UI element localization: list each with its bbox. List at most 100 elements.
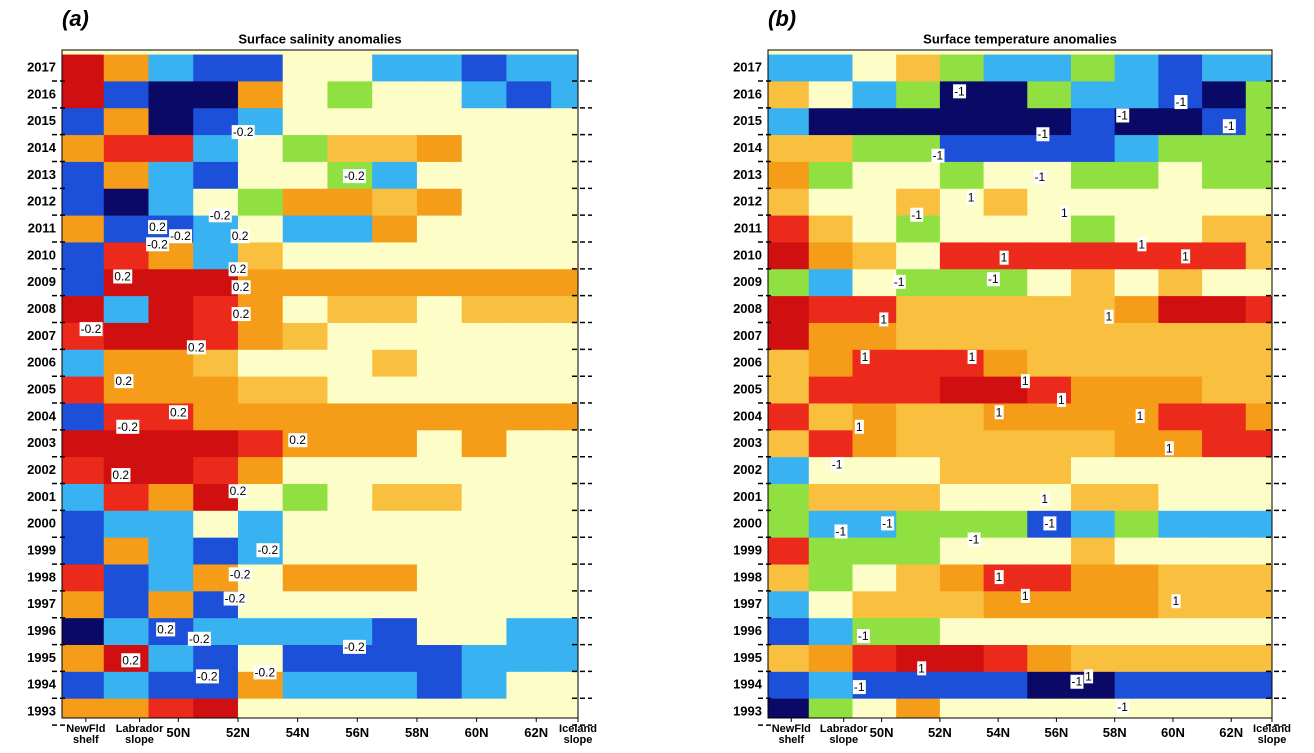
heat-cell xyxy=(1158,161,1203,190)
heat-cell xyxy=(237,403,284,431)
heat-cell xyxy=(327,698,373,718)
heat-cell xyxy=(983,430,1028,458)
heat-cell xyxy=(372,457,418,485)
contour-label-bg xyxy=(187,631,211,646)
y-tick-label: 2009 xyxy=(733,274,762,289)
contour-label-bg xyxy=(116,419,140,434)
heat-cell xyxy=(62,618,105,646)
heat-cell xyxy=(103,510,149,539)
heat-cell xyxy=(551,671,578,700)
contour-label: -0.2 xyxy=(233,125,254,139)
heat-cell xyxy=(103,671,149,700)
y-tick-label: 2017 xyxy=(27,59,56,74)
heat-cell xyxy=(416,108,463,136)
heat-cell xyxy=(193,376,239,404)
contour-label-bg xyxy=(1137,237,1147,252)
y-tick-label: 2003 xyxy=(27,435,56,450)
heat-cell xyxy=(1245,269,1272,297)
heat-cell xyxy=(939,457,985,485)
heat-cell xyxy=(808,54,853,82)
heat-cell xyxy=(1027,54,1072,82)
y-tick-label: 1999 xyxy=(733,543,762,558)
heat-cell xyxy=(416,564,463,592)
contour-label: -1 xyxy=(854,680,865,694)
heat-cell xyxy=(237,81,284,109)
heat-cell xyxy=(1245,322,1272,351)
heat-cell xyxy=(282,188,328,217)
heat-cell xyxy=(461,81,507,109)
heat-cell xyxy=(506,376,552,404)
heat-cell xyxy=(808,215,853,243)
heat-cell xyxy=(1114,645,1159,673)
y-tick-label: 2015 xyxy=(733,113,762,128)
heat-cell xyxy=(808,430,853,458)
heat-cell xyxy=(1114,510,1159,539)
heat-cell xyxy=(416,215,463,243)
contour-label: -1 xyxy=(858,629,869,643)
heat-cell xyxy=(1114,618,1159,646)
y-tick-label: 2011 xyxy=(28,220,56,235)
heat-cell xyxy=(1114,135,1159,163)
contour-label-bg xyxy=(111,468,131,483)
heat-cell xyxy=(1114,296,1159,324)
heat-cell xyxy=(327,296,373,324)
contour-label: 1 xyxy=(862,350,869,364)
heat-cell xyxy=(416,188,463,217)
contour-label: -1 xyxy=(1034,170,1045,184)
heat-cell xyxy=(103,296,149,324)
heat-cell xyxy=(551,161,578,190)
heat-cell xyxy=(808,698,853,718)
heat-cell xyxy=(103,591,149,619)
heat-cell xyxy=(1070,269,1116,297)
heat-cell xyxy=(551,430,578,458)
contour-label-bg xyxy=(228,262,248,277)
heat-cell xyxy=(551,215,578,243)
heat-cell xyxy=(983,188,1028,217)
heat-cell xyxy=(1202,349,1247,378)
heat-cell xyxy=(1245,242,1272,270)
heat-cell xyxy=(62,591,105,619)
heat-cell xyxy=(551,108,578,136)
contour-label-bg xyxy=(195,669,219,684)
heat-cell xyxy=(62,349,105,378)
heat-cell xyxy=(193,108,239,136)
y-tick-label: 2000 xyxy=(27,516,56,531)
heat-cell xyxy=(416,430,463,458)
y-tick-label: 1995 xyxy=(27,650,56,665)
heat-cell xyxy=(148,161,194,190)
heat-cell xyxy=(148,135,194,163)
heat-cell xyxy=(1158,242,1203,270)
x-tick-label: 52N xyxy=(226,725,250,740)
contour-label-bg xyxy=(994,405,1004,420)
heat-cell xyxy=(551,645,578,673)
heat-cell xyxy=(896,457,941,485)
heat-cell xyxy=(852,161,897,190)
heat-cell xyxy=(1070,645,1116,673)
heat-cell xyxy=(372,296,418,324)
heat-cell xyxy=(1027,296,1072,324)
heat-cell xyxy=(327,591,373,619)
contour-label-bg xyxy=(852,680,866,695)
heat-cell xyxy=(461,645,507,673)
contour-label-bg xyxy=(288,433,308,448)
heat-cell xyxy=(808,296,853,324)
heat-cell xyxy=(1114,188,1159,217)
heat-cell xyxy=(461,430,507,458)
heat-cell xyxy=(896,81,941,109)
y-tick-label: 2007 xyxy=(733,328,762,343)
heat-cell xyxy=(461,135,507,163)
heat-cell xyxy=(896,376,941,404)
heat-cell xyxy=(103,188,149,217)
heat-cell xyxy=(1027,645,1072,673)
heat-cell xyxy=(551,483,578,512)
heat-cell xyxy=(1202,296,1247,324)
heat-cell xyxy=(62,161,105,190)
heat-cell xyxy=(768,403,810,431)
heat-cell xyxy=(551,510,578,539)
contour-label: 1 xyxy=(1001,251,1008,265)
heat-cell xyxy=(372,376,418,404)
heat-cell xyxy=(551,135,578,163)
heat-cell xyxy=(1027,403,1072,431)
heat-cell xyxy=(62,215,105,243)
y-tick-label: 1994 xyxy=(733,677,763,692)
